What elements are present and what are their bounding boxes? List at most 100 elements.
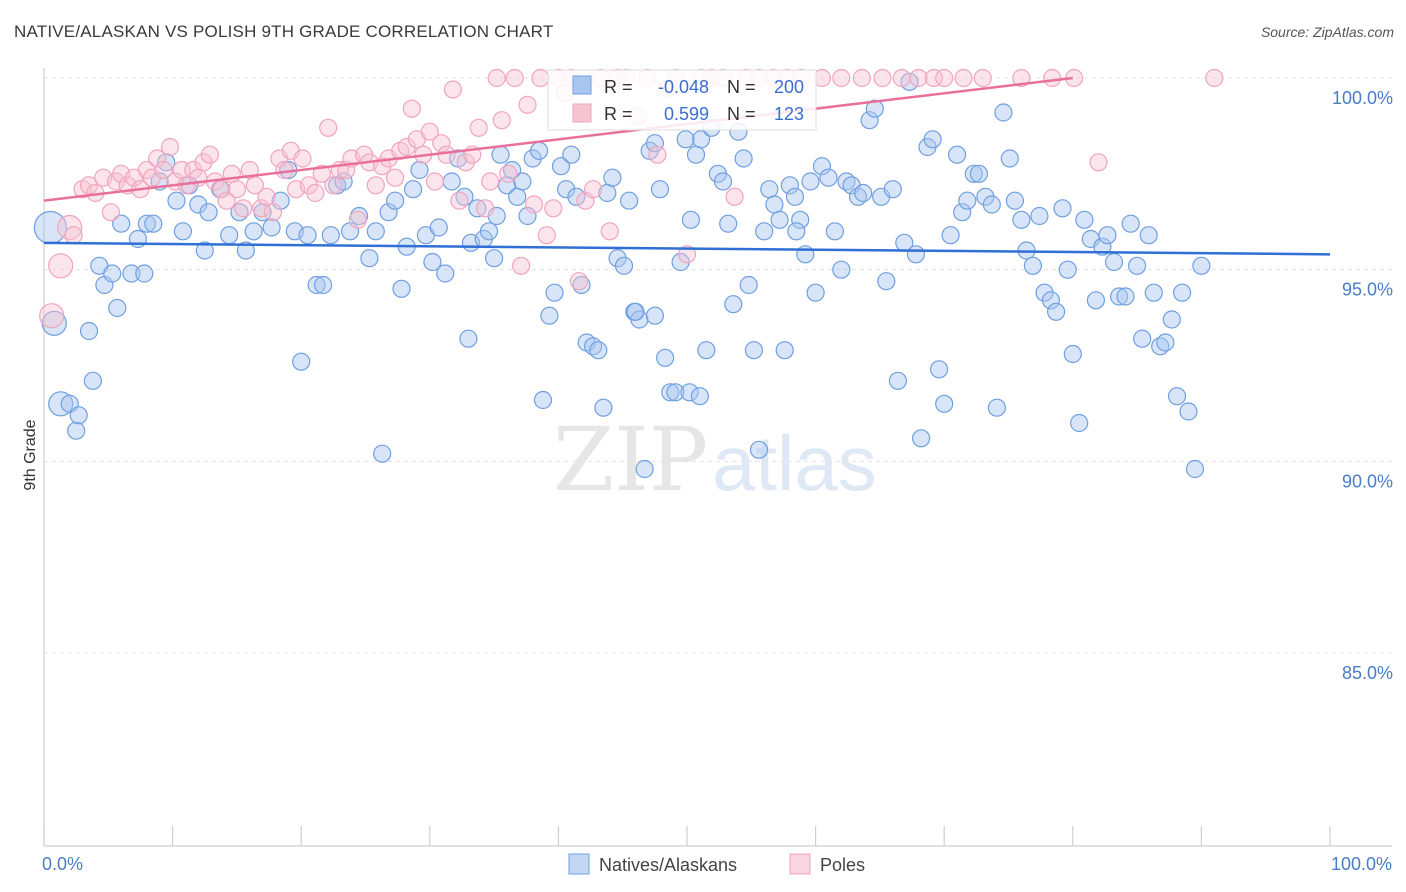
point-natives-alaskans xyxy=(690,387,710,406)
point-natives-alaskans xyxy=(195,241,214,260)
point-natives-alaskans xyxy=(650,180,670,199)
point-natives-alaskans xyxy=(1035,283,1054,302)
point-poles xyxy=(154,160,173,180)
point-natives-alaskans xyxy=(1167,387,1187,406)
stats-swatch-pink xyxy=(572,103,592,123)
y-tick-label: 85.0% xyxy=(1342,663,1393,683)
point-poles xyxy=(873,68,892,88)
point-poles xyxy=(487,68,506,88)
point-natives-alaskans xyxy=(676,130,695,149)
point-poles xyxy=(420,122,439,141)
point-poles xyxy=(935,68,954,88)
point-natives-alaskans xyxy=(1086,291,1106,310)
point-natives-alaskans xyxy=(1192,256,1211,275)
stats-r-value-blue: -0.048 xyxy=(658,77,709,97)
point-natives-alaskans xyxy=(877,272,896,291)
point-natives-alaskans xyxy=(825,222,845,241)
point-natives-alaskans xyxy=(392,279,411,298)
point-natives-alaskans xyxy=(1053,199,1072,218)
point-natives-alaskans xyxy=(888,371,908,390)
point-natives-alaskans xyxy=(83,371,103,390)
point-poles xyxy=(1012,68,1031,88)
point-poles xyxy=(583,180,603,199)
point-natives-alaskans xyxy=(1075,210,1094,229)
point-natives-alaskans xyxy=(964,164,983,183)
point-natives-alaskans xyxy=(334,172,353,191)
point-natives-alaskans xyxy=(594,398,613,417)
point-natives-alaskans xyxy=(429,218,448,237)
point-natives-alaskans xyxy=(645,134,665,153)
stats-swatch-blue xyxy=(572,75,592,95)
point-poles xyxy=(456,153,475,172)
point-natives-alaskans xyxy=(775,341,794,360)
point-natives-alaskans xyxy=(697,341,716,360)
point-natives-alaskans xyxy=(103,264,122,283)
point-poles xyxy=(648,145,667,164)
point-poles xyxy=(234,199,253,218)
point-natives-alaskans xyxy=(987,398,1007,417)
point-natives-alaskans xyxy=(854,183,873,203)
point-natives-alaskans xyxy=(911,429,931,448)
point-natives-alaskans xyxy=(923,130,942,149)
point-natives-alaskans xyxy=(244,222,263,241)
point-natives-alaskans xyxy=(929,360,949,379)
point-natives-alaskans xyxy=(982,195,1001,214)
point-poles xyxy=(275,160,294,180)
point-natives-alaskans xyxy=(1058,260,1077,279)
point-natives-alaskans xyxy=(791,210,810,229)
point-poles xyxy=(725,187,744,206)
point-poles xyxy=(160,137,180,157)
point-natives-alaskans xyxy=(518,206,537,226)
point-natives-alaskans xyxy=(749,440,769,459)
point-natives-alaskans xyxy=(135,264,154,283)
x-tick-label-max: 100.0% xyxy=(1331,854,1392,874)
point-natives-alaskans xyxy=(479,222,499,241)
point-natives-alaskans xyxy=(167,191,186,210)
point-poles xyxy=(306,183,325,203)
point-natives-alaskans xyxy=(994,103,1013,122)
point-natives-alaskans xyxy=(199,203,218,222)
point-poles xyxy=(973,68,992,88)
point-poles xyxy=(492,111,511,130)
point-natives-alaskans xyxy=(787,222,806,241)
point-natives-alaskans xyxy=(529,141,549,160)
point-natives-alaskans xyxy=(860,111,879,130)
point-poles xyxy=(293,149,312,168)
point-natives-alaskans xyxy=(865,99,884,118)
point-natives-alaskans xyxy=(144,214,163,233)
point-poles xyxy=(348,210,367,229)
point-natives-alaskans xyxy=(1127,256,1147,275)
point-natives-alaskans xyxy=(819,168,838,187)
legend-label-natives: Natives/Alaskans xyxy=(599,855,737,875)
point-poles xyxy=(386,168,405,187)
stats-legend-box xyxy=(547,69,817,131)
point-natives-alaskans xyxy=(423,252,442,272)
point-natives-alaskans xyxy=(1098,226,1117,245)
trend-lines xyxy=(43,76,1331,256)
point-poles xyxy=(537,226,556,245)
point-natives-alaskans xyxy=(1156,333,1175,352)
point-natives-alaskans xyxy=(1041,291,1061,310)
point-poles xyxy=(1043,68,1062,88)
point-natives-alaskans xyxy=(112,214,131,233)
point-natives-alaskans xyxy=(1116,287,1135,306)
point-natives-alaskans xyxy=(760,180,779,199)
point-natives-alaskans xyxy=(404,180,423,199)
point-poles xyxy=(312,164,331,183)
point-poles xyxy=(402,99,421,118)
point-natives-alaskans xyxy=(780,176,800,195)
stats-n-value-pink: 123 xyxy=(774,104,804,124)
point-poles xyxy=(200,145,219,164)
point-poles xyxy=(217,191,236,210)
point-poles xyxy=(39,303,65,329)
point-natives-alaskans xyxy=(314,275,333,295)
trendline-natives-alaskans xyxy=(43,241,1331,256)
x-tick-label-min: 0.0% xyxy=(42,854,83,874)
point-poles xyxy=(319,118,338,137)
point-natives-alaskans xyxy=(755,222,774,241)
point-natives-alaskans xyxy=(1121,214,1140,233)
point-poles xyxy=(924,68,944,88)
point-poles xyxy=(511,256,531,275)
point-natives-alaskans xyxy=(603,168,622,187)
point-natives-alaskans xyxy=(1185,459,1205,479)
